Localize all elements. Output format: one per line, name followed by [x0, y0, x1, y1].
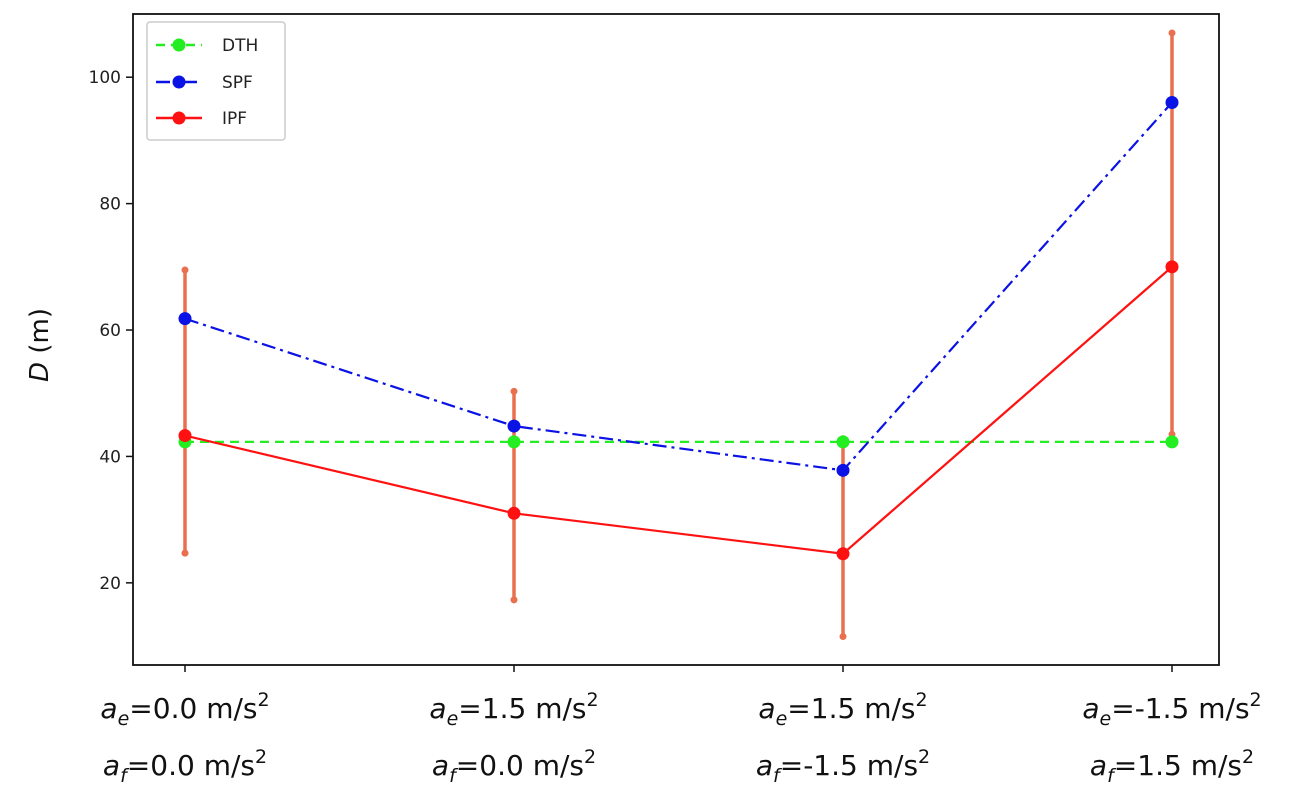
error-cap-high-ipf-0 [181, 266, 189, 274]
x-tick-label-1-line1: ae=1.5 m/s2 [429, 689, 598, 730]
error-cap-low-ipf-0 [181, 549, 189, 557]
data-point-ipf-0 [178, 429, 192, 443]
y-tick-label-20: 20 [99, 574, 121, 594]
data-point-ipf-2 [836, 547, 850, 561]
y-axis-label: D (m) [25, 308, 55, 382]
y-tick-label-80: 80 [99, 195, 121, 215]
legend-marker-ipf [172, 111, 186, 125]
x-tick-label-3-line2: af=1.5 m/s2 [1090, 746, 1254, 787]
x-tick-label-0-line1: ae=0.0 m/s2 [100, 689, 269, 730]
axes-frame [132, 13, 1220, 666]
legend-marker-spf [172, 75, 186, 89]
error-cap-low-ipf-1 [510, 596, 518, 604]
y-tick-label-100: 100 [89, 68, 121, 88]
x-tick-label-2-line1: ae=1.5 m/s2 [758, 689, 927, 730]
data-point-spf-3 [1165, 95, 1179, 109]
series-line-ipf [184, 265, 1173, 555]
data-point-spf-2 [836, 463, 850, 477]
error-cap-low-ipf-2 [839, 633, 847, 641]
data-point-dth-3 [1165, 435, 1179, 449]
data-point-ipf-3 [1165, 260, 1179, 274]
y-tick-label-40: 40 [99, 447, 121, 467]
y-axis-label-unit: (m) [25, 308, 55, 362]
x-tick-label-1-line2: af=0.0 m/s2 [432, 746, 596, 787]
legend-entry-ipf: IPF [156, 109, 247, 129]
legend-entry-dth: DTH [156, 36, 258, 56]
y-tick-label-60: 60 [99, 321, 121, 341]
legend: DTH SPF IPF [146, 21, 286, 141]
legend-label-spf: SPF [222, 73, 253, 93]
error-cap-high-ipf-1 [510, 387, 518, 395]
legend-entry-spf: SPF [156, 73, 253, 93]
data-point-spf-1 [507, 419, 521, 433]
data-point-ipf-1 [507, 506, 521, 520]
series-line-spf [184, 101, 1173, 472]
x-tick-label-2-line2: af=-1.5 m/s2 [756, 746, 930, 787]
data-point-dth-2 [836, 435, 850, 449]
legend-frame [146, 21, 286, 141]
error-cap-high-ipf-3 [1168, 29, 1176, 37]
legend-label-dth: DTH [222, 36, 258, 56]
axes: 20 40 60 80 100 ae=0.0 m/s2 af=0.0 m/s2 ae=1.5 … [89, 13, 1262, 787]
x-tick-label-0-line2: af=0.0 m/s2 [103, 746, 267, 787]
legend-marker-dth [172, 38, 186, 52]
x-tick-label-3-line1: ae=-1.5 m/s2 [1082, 689, 1261, 730]
plot-area [178, 29, 1179, 641]
legend-label-ipf: IPF [222, 109, 247, 129]
data-point-spf-0 [178, 312, 192, 326]
data-point-dth-1 [507, 435, 521, 449]
y-axis-label-var: D [25, 362, 55, 382]
